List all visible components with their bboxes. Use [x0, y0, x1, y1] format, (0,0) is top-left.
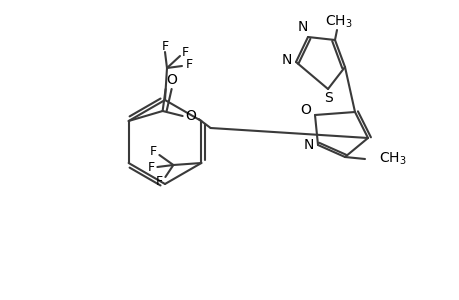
Text: CH$_3$: CH$_3$	[325, 14, 352, 30]
Text: F: F	[181, 46, 188, 59]
Text: N: N	[297, 20, 308, 34]
Text: F: F	[150, 145, 157, 158]
Text: F: F	[161, 40, 168, 52]
Text: N: N	[281, 53, 291, 67]
Text: CH$_3$: CH$_3$	[378, 151, 406, 167]
Text: O: O	[166, 73, 177, 87]
Text: O: O	[300, 103, 311, 117]
Text: F: F	[156, 175, 162, 188]
Text: F: F	[147, 160, 155, 173]
Text: N: N	[303, 138, 313, 152]
Text: F: F	[185, 58, 192, 70]
Text: S: S	[324, 91, 333, 105]
Text: O: O	[185, 109, 196, 123]
